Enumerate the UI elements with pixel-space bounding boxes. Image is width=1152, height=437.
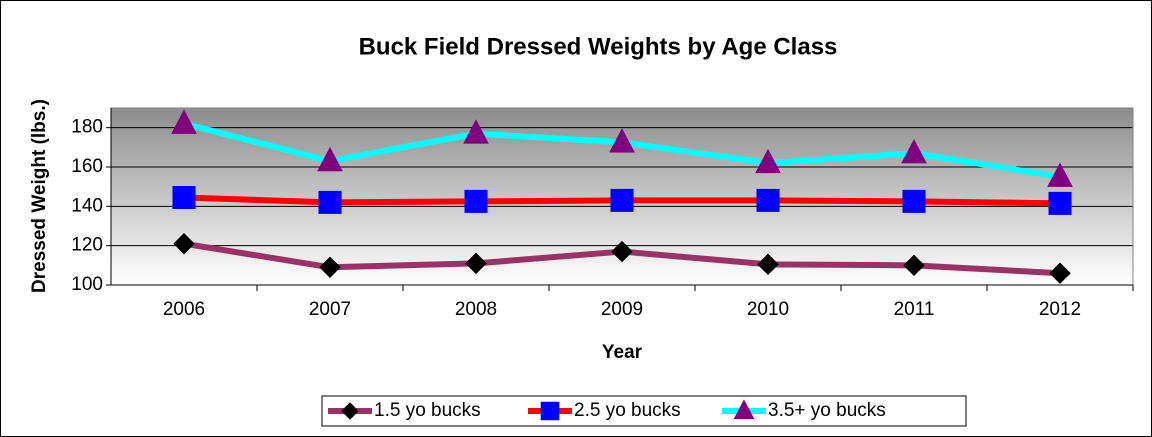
marker [902, 189, 926, 213]
x-tick-label: 2006 [163, 299, 205, 320]
x-tick-label: 2012 [1039, 299, 1081, 320]
x-axis-label: Year [602, 342, 643, 363]
marker [901, 138, 927, 164]
marker [463, 119, 489, 144]
x-tick-label: 2009 [601, 299, 643, 320]
y-tick-label: 140 [71, 195, 103, 216]
marker [610, 188, 634, 212]
marker [171, 109, 197, 134]
marker [319, 256, 341, 279]
x-tick-label: 2011 [894, 299, 935, 320]
y-axis-label: Dressed Weight (lbs.) [29, 99, 50, 293]
marker [903, 254, 925, 277]
marker [611, 240, 633, 263]
marker [1048, 191, 1072, 215]
marker [317, 146, 343, 172]
marker [318, 190, 342, 214]
marker [756, 188, 780, 212]
y-tick-label: 100 [71, 274, 103, 295]
marker [172, 185, 196, 209]
marker [1047, 162, 1073, 187]
legend-box [321, 395, 967, 427]
y-tick-label: 180 [71, 117, 103, 138]
marker [464, 189, 488, 213]
chart-title: Buck Field Dressed Weights by Age Class [359, 33, 838, 60]
legend-marker [341, 402, 359, 420]
marker [465, 252, 487, 275]
legend-label: 2.5 yo bucks [574, 400, 681, 421]
marker [173, 232, 195, 255]
x-tick-label: 2010 [747, 299, 789, 320]
legend-label: 1.5 yo bucks [374, 400, 481, 421]
y-tick-label: 160 [71, 156, 103, 177]
marker [1049, 262, 1071, 284]
y-tick-label: 120 [71, 235, 103, 256]
legend-marker [540, 401, 560, 421]
marker [757, 253, 779, 276]
marker [755, 148, 781, 174]
x-tick-label: 2008 [455, 299, 497, 320]
x-tick-label: 2007 [309, 299, 351, 320]
marker [609, 128, 635, 153]
legend-label: 3.5+ yo bucks [768, 400, 886, 421]
legend-marker [733, 399, 755, 420]
